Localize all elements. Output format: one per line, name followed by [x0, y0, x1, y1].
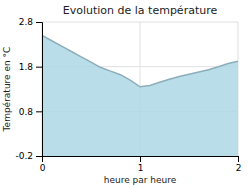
line [42, 35, 238, 86]
y-axis-tick-mark [36, 111, 42, 112]
y-axis-tick: -0.2 [15, 151, 42, 161]
y-axis-tick-label: 0.8 [19, 107, 34, 117]
y-axis-tick: 0.8 [19, 107, 42, 117]
grid-line-y [42, 22, 238, 23]
x-axis-line [43, 157, 239, 163]
y-axis-title: Température en °C [2, 47, 12, 133]
y-axis-tick: 1.8 [19, 62, 42, 72]
x-axis-title: heure par heure [104, 175, 177, 185]
x-axis-tick: 2 [236, 156, 242, 173]
y-axis-tick-mark [36, 22, 42, 23]
y-axis-tick-label: 1.8 [19, 62, 34, 72]
x-axis-tick-mark [140, 156, 141, 162]
y-axis-line [36, 23, 43, 157]
x-axis-tick-mark [238, 156, 239, 162]
x-axis-tick: 1 [138, 156, 144, 173]
y-axis-tick-label: -0.2 [15, 151, 33, 161]
area [42, 35, 238, 156]
y-axis: -0.2 0.8 1.8 2.8 [15, 17, 42, 161]
grid [42, 22, 238, 156]
title: Evolution de la température [63, 4, 218, 17]
chart-svg: 0 1 2 -0.2 0.8 1.8 2.8 Evolution de la températ… [0, 0, 250, 188]
marks [42, 35, 238, 156]
y-axis-tick-mark [36, 67, 42, 68]
x-axis-tick: 0 [40, 156, 46, 173]
y-axis-tick-label: 2.8 [19, 17, 34, 27]
x-axis: 0 1 2 [40, 156, 242, 173]
chart-container: 0 1 2 -0.2 0.8 1.8 2.8 Evolution de la températ… [0, 0, 250, 188]
x-axis-tick-label: 1 [138, 163, 144, 173]
x-axis-tick-label: 2 [236, 163, 242, 173]
y-axis-tick: 2.8 [19, 17, 42, 27]
plot: 0 1 2 -0.2 0.8 1.8 2.8 [15, 17, 241, 173]
x-axis-tick-label: 0 [40, 163, 46, 173]
y-axis-tick-mark [36, 156, 42, 157]
